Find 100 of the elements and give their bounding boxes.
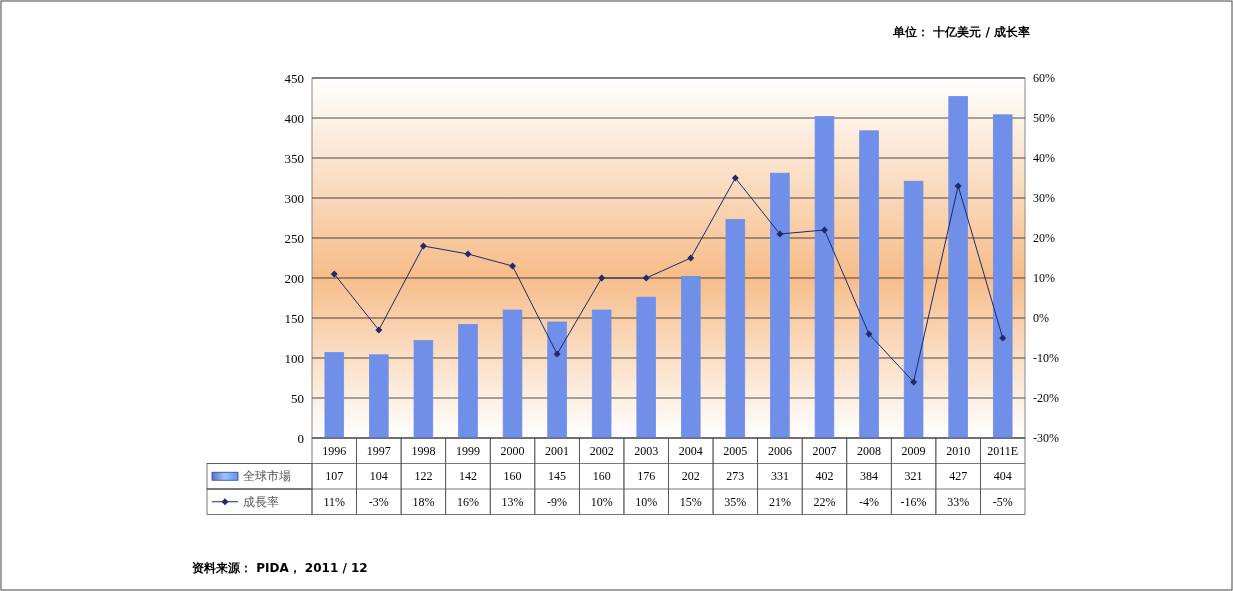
data-label: 16%	[456, 494, 479, 509]
y-tick-label: 450	[284, 70, 304, 86]
bar	[458, 324, 478, 439]
bar	[591, 309, 612, 439]
x-tick-label: 2003	[634, 443, 659, 458]
bar	[948, 96, 968, 439]
data-label: 35%	[724, 494, 747, 509]
data-label: 273	[726, 469, 745, 484]
data-label: -16%	[900, 494, 927, 509]
x-tick-label: 1996	[322, 443, 347, 458]
y2-tick-label: 30%	[1033, 191, 1055, 206]
point	[999, 334, 1007, 342]
legend-label: 成長率	[243, 494, 279, 509]
x-tick-label: 2002	[589, 443, 614, 458]
data-label: -5%	[992, 494, 1013, 509]
bar	[770, 172, 790, 439]
point	[642, 274, 650, 282]
x-tick-label: 2006	[767, 443, 792, 458]
x-tick-label: 2011E	[987, 443, 1019, 458]
data-label: 122	[414, 469, 433, 484]
data-label: 145	[548, 469, 567, 484]
text: 单位： 十亿美元 / 成长率	[892, 25, 1030, 39]
data-label: 10%	[590, 494, 613, 509]
x-tick-label: 2008	[857, 443, 882, 458]
y2-tick-label: 60%	[1033, 71, 1055, 86]
data-label: 21%	[768, 494, 791, 509]
data-label: 160	[503, 469, 522, 484]
point	[553, 350, 561, 358]
data-label: 10%	[635, 494, 658, 509]
y-tick-label: 0	[297, 430, 304, 446]
x-tick-label: 2001	[545, 443, 570, 458]
y2-tick-label: 50%	[1033, 111, 1055, 126]
text: 资料来源： PIDA， 2011 / 12	[192, 561, 368, 575]
data-label: 404	[993, 469, 1012, 484]
data-label: 22%	[813, 494, 836, 509]
bar	[413, 340, 434, 439]
y2-tick-label: -10%	[1033, 351, 1059, 366]
point	[687, 254, 695, 262]
data-label: 107	[325, 469, 344, 484]
data-label: -4%	[859, 494, 880, 509]
point	[776, 230, 784, 238]
bar	[725, 219, 746, 439]
data-label: -9%	[547, 494, 568, 509]
point	[731, 174, 739, 182]
point	[598, 274, 606, 282]
y2-tick-label: 40%	[1033, 151, 1055, 166]
y-tick-label: 400	[284, 110, 304, 126]
data-label: 142	[458, 469, 477, 484]
bar	[814, 116, 835, 439]
x-tick-label: 1998	[411, 443, 436, 458]
legend-label: 全球市場	[243, 469, 291, 484]
y2-tick-label: 10%	[1033, 271, 1055, 286]
x-tick-label: 2005	[723, 443, 748, 458]
bar	[992, 114, 1013, 439]
bar	[547, 321, 567, 439]
y2-tick-label: -30%	[1033, 431, 1059, 446]
data-label: 321	[904, 469, 923, 484]
bar	[502, 309, 523, 439]
point	[330, 270, 338, 278]
bar	[636, 296, 656, 439]
y-tick-label: 100	[284, 350, 304, 366]
y2-tick-label: 20%	[1033, 231, 1055, 246]
data-label: 160	[592, 469, 611, 484]
y-tick-label: 50	[291, 390, 304, 406]
x-tick-label: 2000	[500, 443, 525, 458]
y-tick-label: 250	[284, 230, 304, 246]
x-tick-label: 1999	[455, 443, 480, 458]
x-tick-label: 2009	[901, 443, 926, 458]
point	[509, 262, 517, 270]
data-label: 18%	[412, 494, 435, 509]
bar	[369, 354, 389, 439]
bar	[903, 180, 924, 439]
bar	[859, 130, 879, 439]
data-label: 104	[369, 469, 388, 484]
point	[464, 250, 472, 258]
point	[820, 226, 828, 234]
point	[375, 326, 383, 334]
data-label: 427	[949, 469, 968, 484]
y2-tick-label: -20%	[1033, 391, 1059, 406]
point	[954, 182, 962, 190]
x-tick-label: 2010	[946, 443, 971, 458]
y-tick-label: 300	[284, 190, 304, 206]
bar	[681, 276, 701, 439]
x-tick-label: 2004	[678, 443, 703, 458]
x-tick-label: 2007	[812, 443, 837, 458]
y-tick-label: 200	[284, 270, 304, 286]
data-label: 33%	[947, 494, 970, 509]
data-label: 11%	[323, 494, 346, 509]
data-label: 402	[815, 469, 834, 484]
point	[865, 330, 873, 338]
y-tick-label: 150	[284, 310, 304, 326]
data-label: 384	[860, 469, 879, 484]
y2-tick-label: 0%	[1033, 311, 1049, 326]
x-tick-label: 1997	[366, 443, 391, 458]
point	[910, 378, 918, 386]
bar	[324, 352, 345, 439]
data-label: 331	[770, 469, 789, 484]
data-label: 13%	[501, 494, 524, 509]
data-label: 15%	[679, 494, 702, 509]
data-label: 202	[681, 469, 700, 484]
